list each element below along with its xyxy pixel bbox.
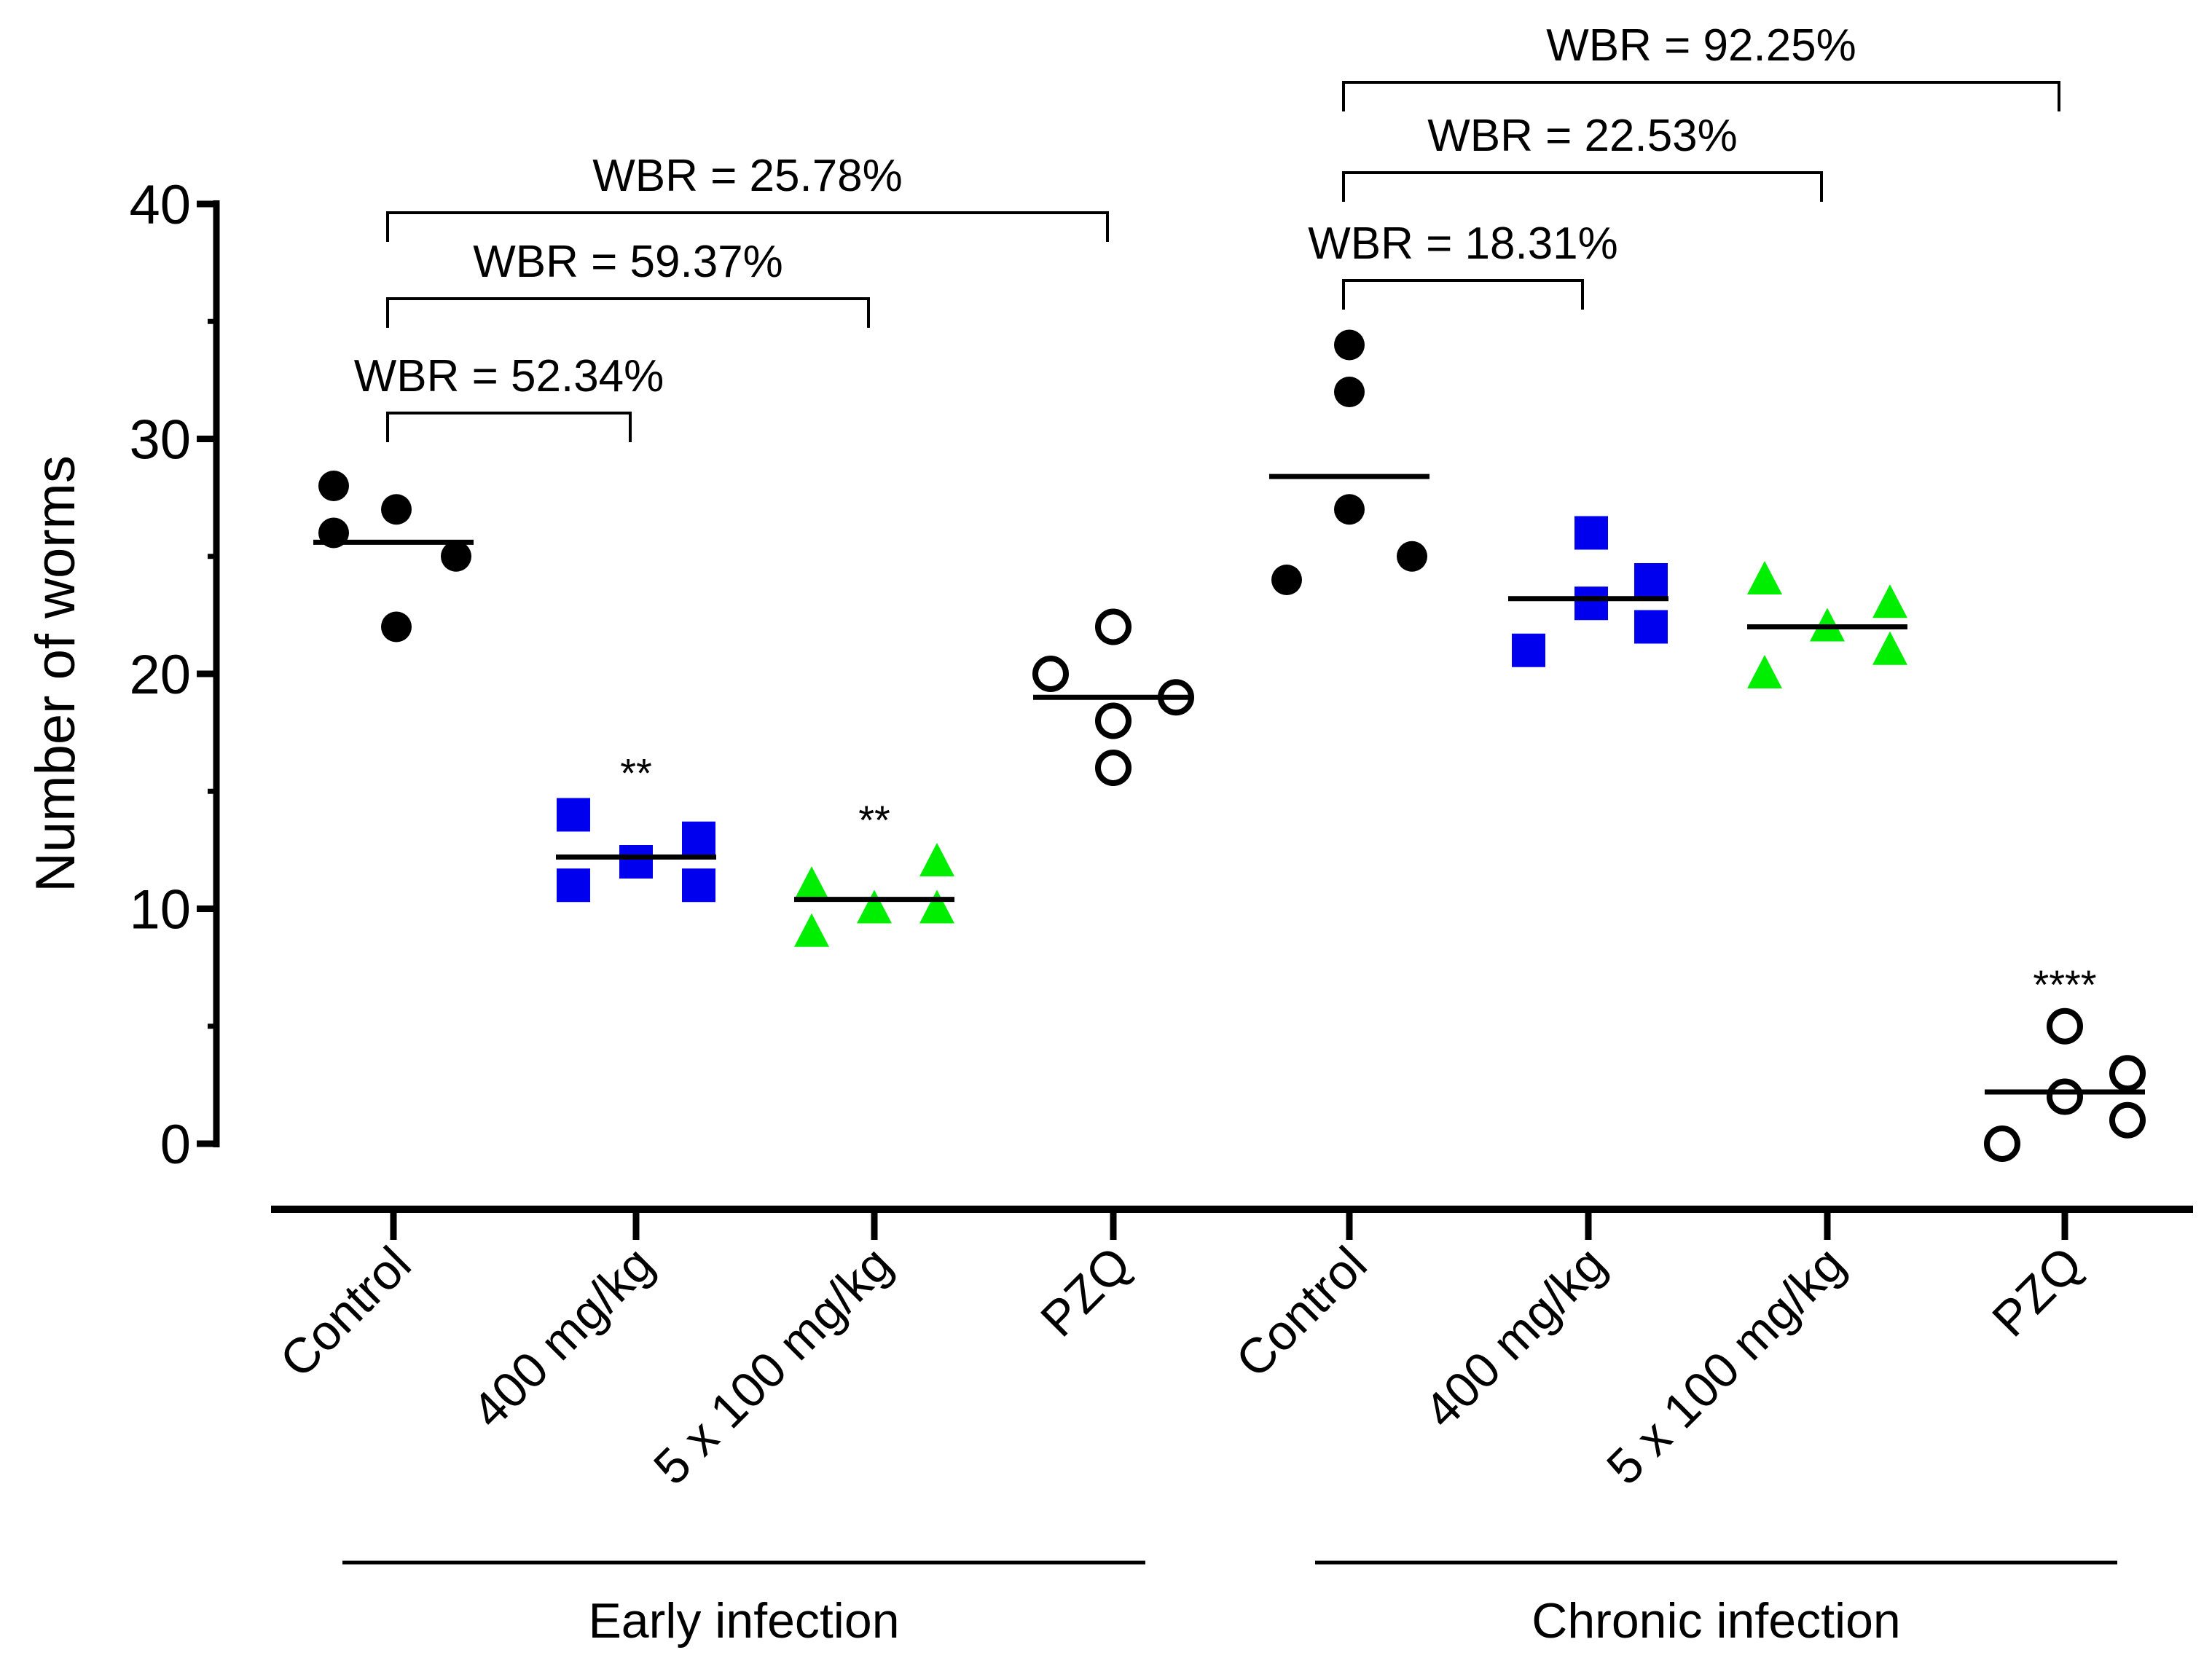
data-point [794,913,829,947]
axes: 0 10 20 30 40 Number of worms [25,174,2193,1240]
data-point [441,541,471,572]
y-tick-label: 20 [129,644,191,706]
data-point [2109,1101,2146,1139]
group-label: Chronic infection [1531,1593,1900,1649]
x-category-label: Control [270,1236,422,1388]
data-point [1334,329,1365,361]
data-point [1032,656,1069,692]
wbr-bracket [1342,279,1584,310]
data-point [1512,633,1545,667]
data-point [2047,1078,2083,1115]
data-point [1271,565,1302,595]
data-point [794,866,829,900]
data-point [919,889,954,924]
y-tick-label: 10 [129,879,191,941]
mean-lines [313,474,2145,1095]
data-point [1095,750,1132,786]
wbr-label: WBR = 22.53% [1427,111,1738,161]
data-point [682,821,715,855]
data-point [1634,610,1668,644]
data-point [1095,702,1132,739]
wbr-bracket [386,412,632,442]
wbr-bracket [386,297,870,328]
x-category-label: PZQ [1030,1236,1142,1348]
data-point [1095,608,1132,645]
x-category-label: 400 mg/kg [461,1236,664,1439]
data-point [557,868,590,903]
y-axis-title: Number of worms [25,455,87,892]
data-point [2109,1055,2146,1092]
group-label: Early infection [588,1593,899,1649]
significance-marker: ** [858,797,890,843]
data-point [1872,631,1907,665]
data-point [1574,516,1608,550]
wbr-label: WBR = 18.31% [1308,219,1618,269]
data-point [1747,655,1782,688]
data-point [1634,563,1668,597]
wbr-brackets: WBR = 52.34% WBR = 59.37% WBR = 25.78% WBR … [354,20,2060,442]
y-tick-label: 40 [129,174,191,236]
wbr-bracket [1342,81,2060,111]
data-point [1334,494,1365,525]
significance-marker: ** [620,750,652,796]
x-category-label: Control [1225,1236,1378,1388]
data-point [381,611,412,643]
data-point [1747,561,1782,594]
data-point [1574,586,1608,621]
x-category-label: 400 mg/kg [1413,1236,1616,1439]
wbr-label: WBR = 59.37% [473,237,783,287]
category-labels: Control 400 mg/kg5 x 100 mg/kg PZQ Control 4… [270,1236,2117,1649]
wbr-bracket [386,211,1109,242]
data-point [1872,584,1907,618]
data-points: ******** [318,329,2146,1162]
data-point [619,845,653,879]
data-point [2047,1007,2083,1045]
data-point [919,843,954,876]
data-point [1397,541,1427,572]
data-point [1984,1125,2020,1162]
wbr-bracket [1342,171,1823,202]
y-tick-label: 30 [129,409,191,471]
data-point [1334,377,1365,407]
wbr-label: WBR = 25.78% [592,151,903,201]
x-category-label: PZQ [1982,1236,2093,1348]
wbr-label: WBR = 92.25% [1546,20,1856,71]
x-category-label: 5 x 100 mg/kg [643,1236,903,1496]
y-tick-label: 0 [160,1114,191,1176]
data-point [682,868,715,903]
wbr-label: WBR = 52.34% [354,351,664,401]
significance-marker: **** [2033,962,2096,1007]
data-point [857,889,892,924]
data-point [381,494,412,525]
x-category-label: 5 x 100 mg/kg [1596,1236,1856,1496]
data-point [318,471,349,501]
data-point [557,798,590,832]
